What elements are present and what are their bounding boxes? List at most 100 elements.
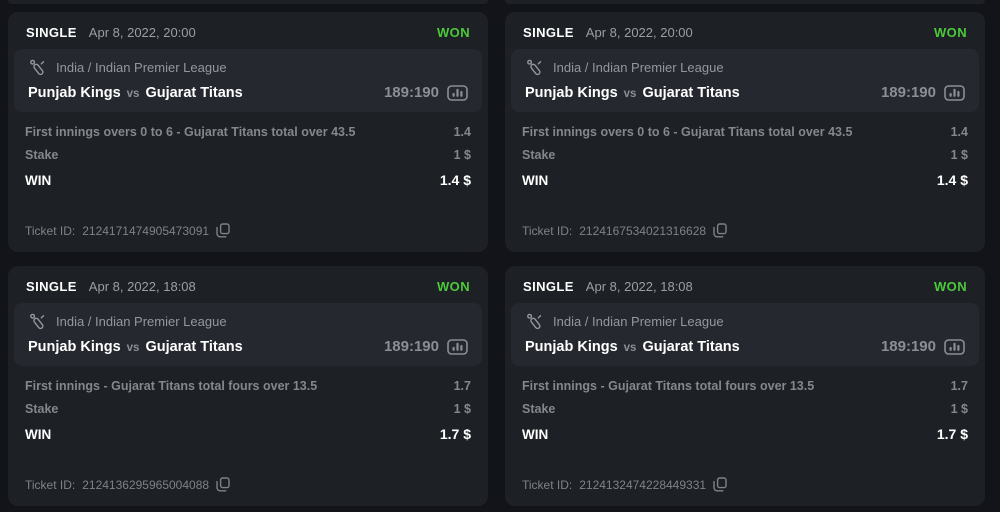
match-stats-button[interactable] xyxy=(447,338,468,355)
win-row: WIN 1.7 $ xyxy=(24,426,472,442)
home-team: Punjab Kings xyxy=(28,84,121,101)
odds-value: 1.4 xyxy=(453,125,471,139)
league-row: India / Indian Premier League xyxy=(28,58,468,77)
stake-label: Stake xyxy=(522,402,556,416)
win-label: WIN xyxy=(522,427,549,442)
bet-ticket-card: SINGLE Apr 8, 2022, 20:00 WON India / In… xyxy=(8,12,488,252)
card-header: SINGLE Apr 8, 2022, 18:08 WON xyxy=(24,279,472,294)
cricket-icon xyxy=(28,58,47,77)
match-score: 189:190 xyxy=(383,338,439,355)
bet-ticket-card: SINGLE Apr 8, 2022, 18:08 WON India / In… xyxy=(8,266,488,506)
win-value: 1.4 $ xyxy=(439,172,471,188)
win-row: WIN 1.4 $ xyxy=(521,172,969,188)
ticket-id-label: Ticket ID: xyxy=(25,477,76,492)
bet-datetime: Apr 8, 2022, 20:00 xyxy=(585,25,693,40)
win-value: 1.7 $ xyxy=(439,426,471,442)
previous-cards-row xyxy=(8,0,985,4)
ticket-id-label: Ticket ID: xyxy=(522,223,573,238)
copy-ticket-id-button[interactable] xyxy=(216,477,230,492)
copy-icon xyxy=(713,477,727,492)
stake-label: Stake xyxy=(25,402,59,416)
odds-value: 1.7 xyxy=(950,379,968,393)
status-badge: WON xyxy=(437,279,470,294)
ticket-row: Ticket ID: 2124171474905473091 xyxy=(24,223,472,238)
copy-ticket-id-button[interactable] xyxy=(216,223,230,238)
win-value: 1.7 $ xyxy=(936,426,968,442)
ticket-id-label: Ticket ID: xyxy=(25,223,76,238)
card-header: SINGLE Apr 8, 2022, 20:00 WON xyxy=(521,25,969,40)
cricket-icon xyxy=(525,58,544,77)
match-box: India / Indian Premier League Punjab Kin… xyxy=(511,49,979,112)
bet-type-label: SINGLE xyxy=(523,25,574,40)
cricket-icon xyxy=(28,312,47,331)
match-stats-button[interactable] xyxy=(944,84,965,101)
ticket-id-value: 2124167534021316628 xyxy=(579,223,707,238)
odds-value: 1.7 xyxy=(453,379,471,393)
ticket-id-value: 2124132474228449331 xyxy=(579,477,707,492)
copy-icon xyxy=(216,223,230,238)
match-score: 189:190 xyxy=(880,338,936,355)
match-stats-button[interactable] xyxy=(944,338,965,355)
market-label: First innings overs 0 to 6 - Gujarat Tit… xyxy=(25,125,356,139)
stake-label: Stake xyxy=(25,148,59,162)
market-label: First innings - Gujarat Titans total fou… xyxy=(522,379,815,393)
win-label: WIN xyxy=(522,173,549,188)
bar-chart-icon xyxy=(944,338,965,355)
market-row: First innings - Gujarat Titans total fou… xyxy=(24,379,472,393)
copy-icon xyxy=(713,223,727,238)
away-team: Gujarat Titans xyxy=(642,84,740,101)
teams-row: Punjab Kings vs Gujarat Titans 189:190 xyxy=(525,338,965,355)
teams-row: Punjab Kings vs Gujarat Titans 189:190 xyxy=(28,84,468,101)
teams-row: Punjab Kings vs Gujarat Titans 189:190 xyxy=(28,338,468,355)
score-wrap: 189:190 xyxy=(881,338,965,355)
win-row: WIN 1.7 $ xyxy=(521,426,969,442)
copy-ticket-id-button[interactable] xyxy=(713,223,727,238)
bar-chart-icon xyxy=(447,338,468,355)
home-team: Punjab Kings xyxy=(525,338,618,355)
stake-label: Stake xyxy=(522,148,556,162)
match-score: 189:190 xyxy=(383,84,439,101)
league-row: India / Indian Premier League xyxy=(28,312,468,331)
ticket-row: Ticket ID: 2124167534021316628 xyxy=(521,223,969,238)
bet-datetime: Apr 8, 2022, 18:08 xyxy=(585,279,693,294)
cricket-icon xyxy=(525,312,544,331)
league-label: India / Indian Premier League xyxy=(553,314,724,329)
bar-chart-icon xyxy=(447,84,468,101)
card-header: SINGLE Apr 8, 2022, 20:00 WON xyxy=(24,25,472,40)
stake-value: 1 $ xyxy=(453,148,471,162)
match-stats-button[interactable] xyxy=(447,84,468,101)
ticket-row: Ticket ID: 2124136295965004088 xyxy=(24,477,472,492)
bar-chart-icon xyxy=(944,84,965,101)
match-box: India / Indian Premier League Punjab Kin… xyxy=(511,303,979,366)
win-value: 1.4 $ xyxy=(936,172,968,188)
market-row: First innings - Gujarat Titans total fou… xyxy=(521,379,969,393)
win-label: WIN xyxy=(25,173,52,188)
market-label: First innings overs 0 to 6 - Gujarat Tit… xyxy=(522,125,853,139)
market-row: First innings overs 0 to 6 - Gujarat Tit… xyxy=(24,125,472,139)
away-team: Gujarat Titans xyxy=(145,84,243,101)
odds-value: 1.4 xyxy=(950,125,968,139)
status-badge: WON xyxy=(934,279,967,294)
bet-type-label: SINGLE xyxy=(26,279,77,294)
match-box: India / Indian Premier League Punjab Kin… xyxy=(14,303,482,366)
league-label: India / Indian Premier League xyxy=(56,314,227,329)
match-score: 189:190 xyxy=(880,84,936,101)
stake-value: 1 $ xyxy=(453,402,471,416)
away-team: Gujarat Titans xyxy=(642,338,740,355)
league-label: India / Indian Premier League xyxy=(56,60,227,75)
bet-cards-grid: SINGLE Apr 8, 2022, 20:00 WON India / In… xyxy=(8,12,985,506)
ticket-id-value: 2124171474905473091 xyxy=(82,223,210,238)
stake-value: 1 $ xyxy=(950,148,968,162)
copy-ticket-id-button[interactable] xyxy=(713,477,727,492)
market-label: First innings - Gujarat Titans total fou… xyxy=(25,379,318,393)
vs-label: vs xyxy=(126,341,140,354)
previous-card-edge xyxy=(8,0,488,4)
score-wrap: 189:190 xyxy=(881,84,965,101)
league-label: India / Indian Premier League xyxy=(553,60,724,75)
bet-type-label: SINGLE xyxy=(523,279,574,294)
status-badge: WON xyxy=(934,25,967,40)
score-wrap: 189:190 xyxy=(384,84,468,101)
stake-value: 1 $ xyxy=(950,402,968,416)
vs-label: vs xyxy=(623,341,637,354)
